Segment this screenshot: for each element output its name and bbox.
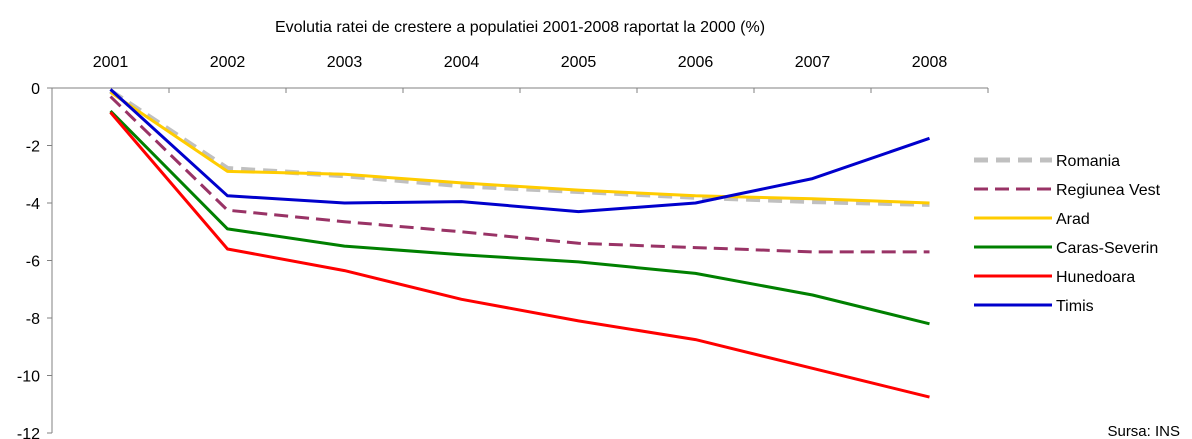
series-line-timis: [109, 88, 930, 214]
x-tick-label: 2002: [210, 54, 246, 71]
y-tick-label: -10: [17, 369, 40, 386]
legend-label: Hunedoara: [1056, 269, 1135, 286]
legend: Romania Regiunea Vest Arad Caras-Severin Hun…: [974, 153, 1161, 315]
x-tick-label: 2001: [93, 54, 129, 71]
x-tick-label: 2008: [912, 54, 948, 71]
x-tick-label: 2006: [678, 54, 714, 71]
legend-label: Regiunea Vest: [1056, 182, 1161, 199]
series-line-hunedoara: [109, 111, 930, 399]
source-note: Sursa: INS: [1107, 423, 1180, 439]
x-tick-label: 2003: [327, 54, 363, 71]
x-tick-label: 2007: [795, 54, 831, 71]
x-tick-label: 2005: [561, 54, 597, 71]
legend-label: Caras-Severin: [1056, 240, 1158, 257]
y-tick-label: 0: [31, 81, 40, 98]
x-tick-label: 2004: [444, 54, 480, 71]
y-tick-label: -2: [26, 139, 40, 156]
series-line-arad: [109, 91, 930, 205]
axes: 0 -2 -4 -6 -8 -10 -12 2001 2002 2003 2004 2005 2006 2…: [17, 54, 989, 439]
legend-label: Romania: [1056, 153, 1120, 170]
series-line-caras-severin: [109, 109, 930, 326]
chart-title: Evolutia ratei de crestere a populatiei …: [275, 19, 765, 36]
legend-label: Arad: [1056, 211, 1090, 228]
y-tick-label: -6: [26, 254, 40, 271]
y-tick-label: -8: [26, 311, 40, 328]
series-lines: [109, 88, 930, 399]
series-line-romania: [109, 88, 930, 207]
y-tick-label: -4: [26, 196, 40, 213]
legend-label: Timis: [1056, 298, 1094, 315]
y-tick-label: -12: [17, 426, 40, 439]
